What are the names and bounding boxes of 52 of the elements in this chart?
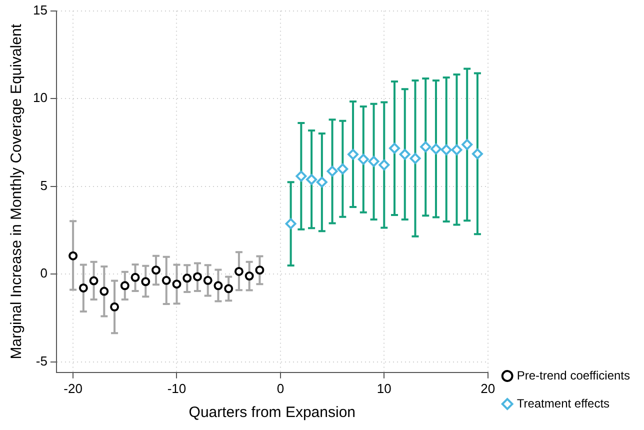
point: [100, 286, 109, 296]
y-axis-title: Marginal Increase in Monthly Coverage Equivalent: [8, 23, 26, 360]
point: [296, 170, 307, 182]
y-tick-label: 10: [32, 90, 48, 106]
point: [214, 281, 223, 290]
x-tick-label: 20: [480, 380, 496, 396]
point: [130, 272, 140, 282]
point: [306, 174, 318, 185]
point: [203, 276, 212, 285]
point: [152, 266, 161, 275]
point: [472, 148, 483, 160]
point: [399, 148, 410, 160]
point: [78, 283, 88, 292]
point: [316, 176, 328, 188]
x-tick-label: -20: [64, 380, 82, 396]
point: [234, 266, 244, 276]
point: [451, 144, 462, 156]
point: [358, 154, 369, 165]
point: [378, 159, 390, 170]
point: [182, 274, 192, 283]
point: [440, 144, 452, 156]
point: [244, 272, 254, 281]
point: [326, 166, 338, 177]
x-tick-label: 10: [376, 380, 392, 396]
point: [462, 139, 473, 150]
point: [420, 141, 432, 152]
y-tick-label: 15: [32, 2, 48, 18]
x-axis-title: Quarters from Expansion: [188, 404, 356, 422]
point: [89, 276, 98, 286]
point: [410, 152, 421, 164]
x-tick-label: 0: [276, 380, 284, 396]
point: [430, 143, 442, 154]
point: [172, 280, 182, 289]
point: [285, 218, 296, 230]
point: [68, 251, 78, 260]
point: [389, 142, 400, 154]
point: [255, 266, 264, 275]
point: [337, 163, 348, 174]
point: [162, 276, 171, 285]
y-tick-label: 5: [40, 178, 48, 193]
point: [368, 156, 380, 167]
point: [348, 148, 359, 160]
point: [110, 302, 120, 312]
legend-label: Pre-trend coefficients: [516, 368, 630, 382]
x-tick-label: -10: [167, 380, 186, 396]
point: [192, 272, 202, 282]
legend-label: Treatment effects: [516, 396, 610, 410]
y-tick-label: 0: [40, 266, 48, 281]
point: [141, 277, 150, 286]
point: [224, 284, 234, 294]
point: [120, 281, 130, 290]
y-tick-label: -5: [36, 353, 48, 368]
